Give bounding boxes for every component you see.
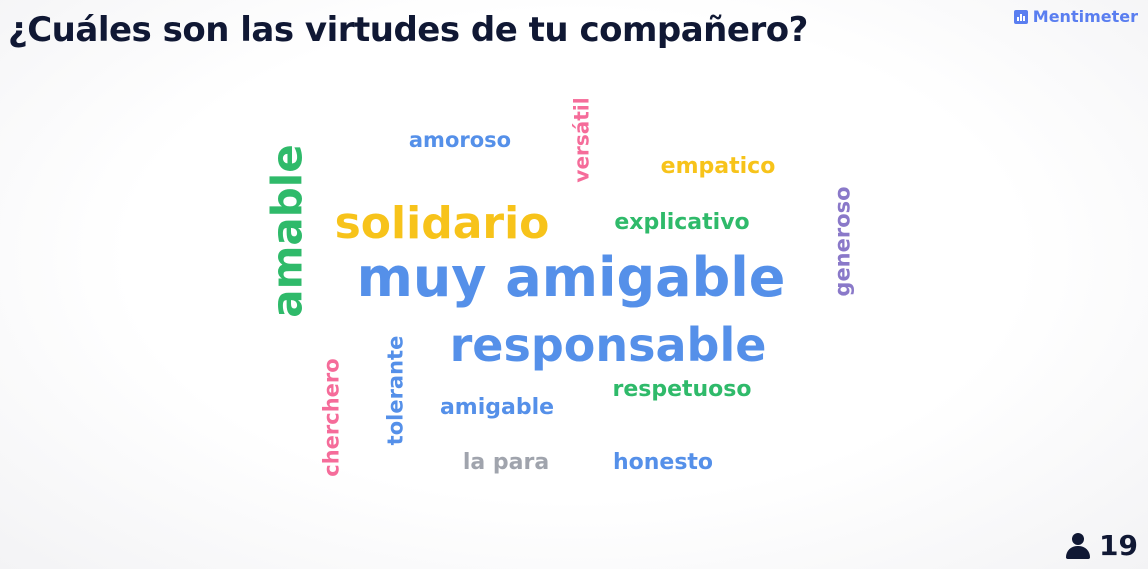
bar-chart-icon	[1013, 9, 1028, 24]
word-muy-amigable: muy amigable	[356, 246, 786, 309]
word-empatico: empatico	[660, 154, 776, 179]
word-generoso: generoso	[830, 185, 855, 297]
person-icon	[1065, 532, 1091, 559]
word-honesto: honesto	[612, 450, 714, 475]
word-versatil: versátil	[569, 97, 594, 183]
word-amable: amable	[263, 144, 312, 318]
question-title: ¿Cuáles son las virtudes de tu compañero…	[8, 10, 808, 50]
participant-count: 19	[1099, 529, 1138, 562]
word-respetuoso: respetuoso	[612, 377, 752, 402]
word-responsable: responsable	[449, 318, 767, 372]
word-cherchero: cherchero	[319, 357, 344, 477]
mentimeter-logo: Mentimeter	[1013, 7, 1138, 26]
brand-name: Mentimeter	[1032, 7, 1138, 26]
word-explicativo: explicativo	[614, 210, 750, 235]
participant-counter: 19	[1065, 529, 1138, 562]
word-amoroso: amoroso	[408, 127, 512, 152]
word-solidario: solidario	[334, 198, 550, 249]
word-la-para: la para	[462, 450, 550, 475]
word-amigable: amigable	[439, 395, 555, 420]
word-tolerante: tolerante	[383, 335, 408, 445]
